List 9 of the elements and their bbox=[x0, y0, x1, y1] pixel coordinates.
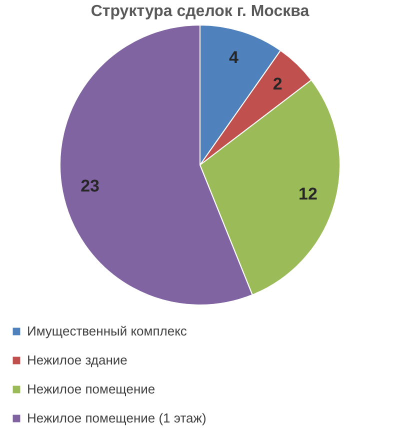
data-label: 2 bbox=[272, 74, 282, 94]
legend-label: Нежилое помещение bbox=[27, 382, 156, 396]
legend-label: Имущественный комплекс bbox=[27, 324, 188, 338]
data-label: 23 bbox=[80, 176, 100, 196]
chart-title: Структура сделок г. Москва bbox=[90, 3, 310, 20]
data-label: 12 bbox=[298, 184, 318, 204]
data-label: 4 bbox=[229, 48, 240, 68]
legend-label: Нежилое здание bbox=[27, 352, 128, 368]
legend-label: Нежилое помещение (1 этаж) bbox=[27, 410, 206, 426]
